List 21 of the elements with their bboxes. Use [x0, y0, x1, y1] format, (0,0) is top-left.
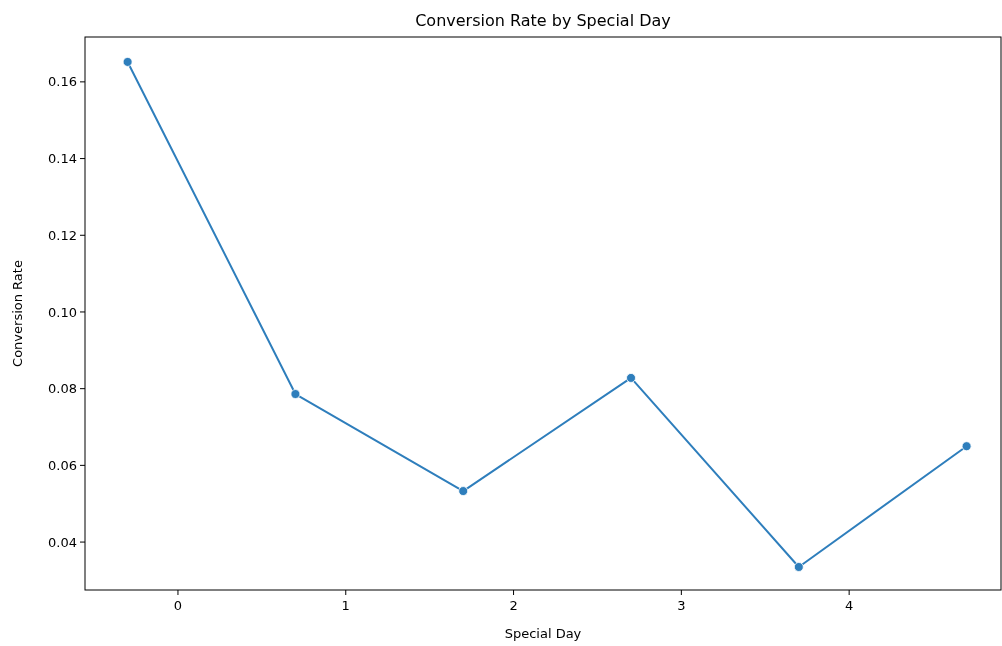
x-tick-label: 0: [173, 598, 183, 613]
x-axis-title: Special Day: [504, 626, 582, 641]
y-tick-label: 0.04: [48, 534, 77, 550]
point: [458, 486, 469, 496]
point: [793, 562, 804, 572]
y-tick-label: 0.14: [48, 151, 77, 167]
x-tick-label: 3: [677, 598, 686, 613]
x-tick-label: 1: [341, 598, 350, 613]
y-axis-title: Conversion Rate: [10, 260, 25, 367]
chart-title: Conversion Rate by Special Day: [415, 11, 671, 30]
x-tick-label: 2: [509, 598, 518, 613]
point: [290, 389, 301, 399]
y-tick-label: 0.06: [48, 457, 77, 473]
y-tick-label: 0.16: [48, 74, 77, 90]
point: [122, 57, 133, 67]
point: [961, 441, 972, 452]
y-tick-label: 0.08: [48, 381, 77, 397]
x-tick-label: 4: [845, 598, 854, 613]
y-tick-label: 0.10: [48, 304, 77, 320]
point: [626, 373, 636, 383]
y-tick-label: 0.12: [48, 227, 77, 243]
